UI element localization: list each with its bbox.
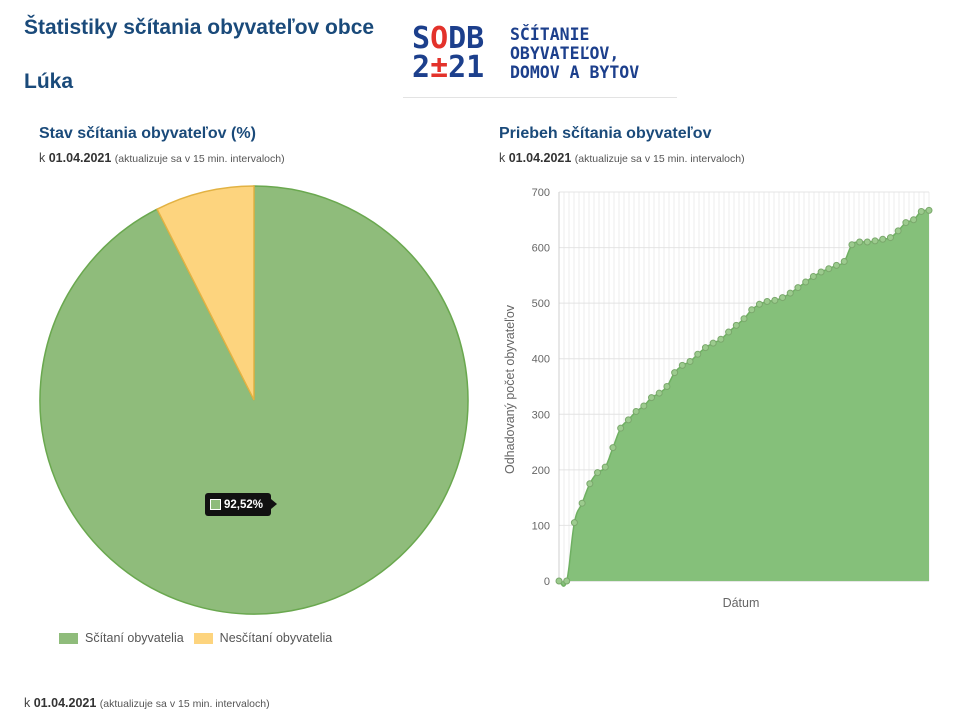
legend-swatch-counted [59,632,78,644]
series-point-27 [763,297,771,305]
footer-note-text: (aktualizuje sa v 15 min. intervaloch) [99,698,270,710]
series-point-47 [917,207,925,215]
logo-line-2: OBYVATEĽOV, [510,44,620,63]
series-point-23 [732,321,740,329]
legend-swatch-uncounted [193,632,213,644]
logo-mark-bot-b: 21 [448,50,485,85]
series-point-5 [594,469,602,477]
x-axis-title: Dátum [723,596,760,610]
municipality-name: Lúka [24,70,74,93]
series-point-43 [886,234,894,242]
series-point-36 [833,261,840,269]
series-point-12 [648,394,655,402]
series-point-15 [671,369,679,377]
series-point-29 [779,294,787,302]
series-point-25 [748,306,756,314]
series-point-45 [902,219,910,227]
logo-text: SČÍTANIE OBYVATEĽOV, DOMOV A BYTOV [510,25,639,82]
logo-line-1: SČÍTANIE [510,25,590,44]
series-point-31 [794,284,802,292]
pie-legend[interactable]: Sčítaní obyvatelia Nesčítaní obyvatelia [59,631,342,645]
footer-prefix: k [24,696,31,710]
series-point-46 [910,216,918,224]
y-tick-label: 600 [532,243,550,255]
logo-mark-top-b: DB [448,21,485,56]
y-tick-label: 700 [532,187,550,199]
line-card-subtitle: k 01.04.2021 (aktualizuje sa v 15 min. i… [499,151,745,165]
y-tick-label: 200 [532,465,550,477]
series-point-48 [925,206,933,214]
series-point-17 [686,357,694,365]
line-card-note: (aktualizuje sa v 15 min. intervaloch) [574,153,745,165]
pie-tooltip: 92,52% [205,493,277,516]
series-point-34 [817,268,825,276]
series-point-14 [663,383,671,390]
series-point-21 [717,335,725,343]
legend-item-counted[interactable]: Sčítaní obyvatelia [59,631,184,645]
series-point-35 [825,265,833,273]
logo-mark: SODB 2±21 [412,21,485,85]
series-point-4 [586,480,594,488]
series-point-2 [570,519,578,527]
pie-card-date: 01.04.2021 [48,151,112,165]
series-point-32 [802,278,810,286]
tooltip-value: 92,52% [224,498,264,511]
y-tick-label: 300 [532,409,550,421]
y-tick-label: 400 [532,354,550,366]
series-point-0 [555,577,563,585]
line-card-date: 01.04.2021 [508,151,572,165]
logo-mark-top-o: O [430,21,449,56]
series-point-18 [694,350,702,358]
series-area [559,210,929,587]
series-point-38 [848,241,856,249]
series-point-40 [863,238,871,246]
series-point-8 [617,424,625,432]
footer-note: k 01.04.2021 (aktualizuje sa v 15 min. i… [24,696,270,710]
legend-label-uncounted: Nesčítaní obyvatelia [219,631,333,645]
series-point-7 [609,444,617,452]
tooltip-swatch [210,499,221,510]
sodb-logo: SODB 2±21 SČÍTANIE OBYVATEĽOV, DOMOV A B… [403,14,677,98]
series-point-26 [755,300,763,308]
series-point-37 [840,257,848,265]
series-point-16 [678,361,686,369]
series-point-42 [879,235,887,243]
logo-line-3: DOMOV A BYTOV [510,63,640,82]
series-point-24 [740,315,748,323]
series-point-41 [871,237,879,245]
series-point-6 [601,463,609,471]
pie-card-subtitle: k 01.04.2021 (aktualizuje sa v 15 min. i… [39,151,285,165]
line-card-prefix: k [499,151,506,165]
series-point-39 [856,238,864,246]
series-point-1 [563,577,571,585]
y-axis-title: Odhadovaný počet obyvateľov [503,304,517,474]
series-point-11 [640,402,648,410]
footer-date: 01.04.2021 [33,696,97,710]
legend-label-counted: Sčítaní obyvatelia [85,631,184,645]
y-tick-label: 500 [532,298,550,310]
pie-card-prefix: k [39,151,46,165]
series-point-10 [632,408,640,416]
series-point-30 [786,289,794,297]
y-tick-label: 0 [544,576,550,588]
series-point-13 [655,389,663,397]
series-point-20 [709,339,717,347]
series-point-33 [809,272,817,280]
logo-mark-bot-plus: ± [430,50,449,85]
logo-mark-bot-a: 2 [412,50,431,85]
legend-item-uncounted[interactable]: Nesčítaní obyvatelia [193,631,333,645]
series-point-3 [578,499,586,507]
series-point-28 [771,296,779,304]
page-title: Štatistiky sčítania obyvateľov obce [24,16,375,39]
y-tick-label: 100 [532,520,550,532]
logo-mark-top-a: S [412,21,431,56]
pie-card-note: (aktualizuje sa v 15 min. intervaloch) [114,153,285,165]
pie-card-title: Stav sčítania obyvateľov (%) [39,125,256,142]
series-point-9 [624,416,632,424]
series-point-19 [701,344,709,352]
line-card-title: Priebeh sčítania obyvateľov [499,125,712,142]
series-point-22 [725,328,733,336]
series-point-44 [894,227,902,235]
